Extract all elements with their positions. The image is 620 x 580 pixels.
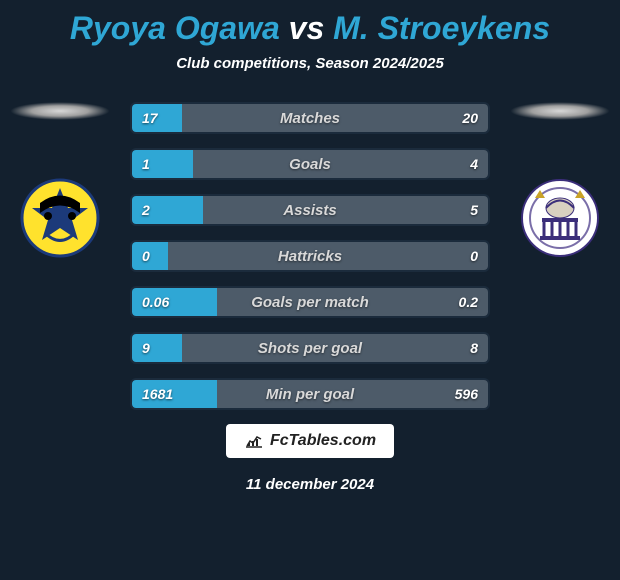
bar-left-fill <box>132 242 168 270</box>
player2-name: M. Stroeykens <box>333 10 550 46</box>
bar-right-fill <box>217 380 488 408</box>
player2-shadow <box>510 102 610 120</box>
player1-club-crest <box>20 178 100 258</box>
bar-right-fill <box>217 288 488 316</box>
player1-name: Ryoya Ogawa <box>70 10 280 46</box>
bar-left-fill <box>132 380 217 408</box>
bar-right-fill <box>168 242 488 270</box>
vs-label: vs <box>289 10 325 46</box>
bar-bg <box>132 242 488 270</box>
bar-right-fill <box>182 104 488 132</box>
subtitle: Club competitions, Season 2024/2025 <box>0 55 620 72</box>
content-area: 1720Matches 14Goals 25Assists 00Hattricks 0.… <box>0 102 620 410</box>
bar-bg <box>132 334 488 362</box>
player1-shadow <box>10 102 110 120</box>
bar-left-fill <box>132 288 217 316</box>
stats-bars: 1720Matches 14Goals 25Assists 00Hattricks 0.… <box>130 102 490 410</box>
bar-bg <box>132 150 488 178</box>
brand-chart-icon <box>244 433 264 449</box>
footer: FcTables.com <box>0 424 620 458</box>
date-label: 11 december 2024 <box>0 476 620 493</box>
bar-right-fill <box>193 150 488 178</box>
bar-left-fill <box>132 334 182 362</box>
brand-label: FcTables.com <box>270 432 376 450</box>
bar-bg <box>132 196 488 224</box>
bar-right-fill <box>203 196 488 224</box>
bar-left-fill <box>132 150 193 178</box>
stat-bar: 00Hattricks <box>130 240 490 272</box>
stat-bar: 1720Matches <box>130 102 490 134</box>
stat-bar: 0.060.2Goals per match <box>130 286 490 318</box>
club-crest-left-icon <box>20 178 100 258</box>
bar-left-fill <box>132 104 182 132</box>
club-crest-right-icon <box>520 178 600 258</box>
stat-bar: 25Assists <box>130 194 490 226</box>
comparison-title: Ryoya Ogawa vs M. Stroeykens <box>0 0 620 47</box>
bar-bg <box>132 380 488 408</box>
left-side <box>10 102 110 258</box>
bar-right-fill <box>182 334 488 362</box>
bar-bg <box>132 104 488 132</box>
stat-bar: 14Goals <box>130 148 490 180</box>
bar-left-fill <box>132 196 203 224</box>
brand-link[interactable]: FcTables.com <box>226 424 394 458</box>
right-side <box>510 102 610 258</box>
bar-bg <box>132 288 488 316</box>
stat-bar: 98Shots per goal <box>130 332 490 364</box>
player2-club-crest <box>520 178 600 258</box>
stat-bar: 1681596Min per goal <box>130 378 490 410</box>
